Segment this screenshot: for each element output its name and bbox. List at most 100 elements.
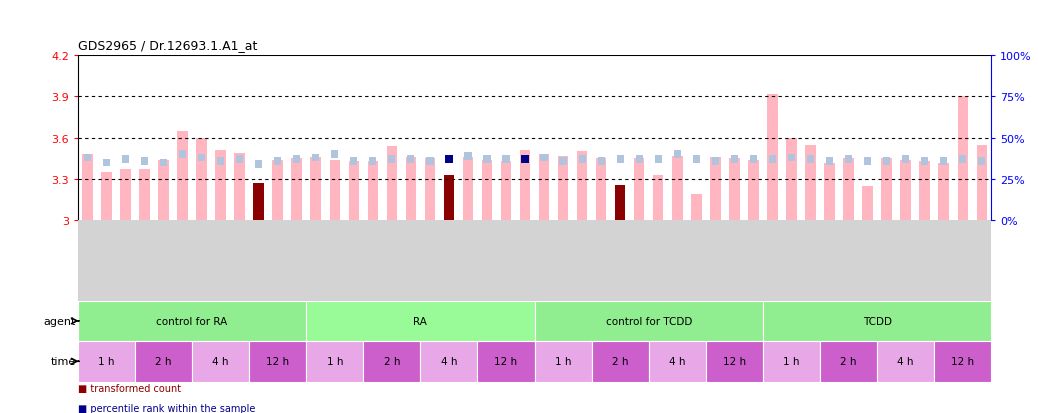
- Bar: [345, 221, 363, 301]
- Bar: [902, 156, 909, 164]
- Bar: [843, 159, 854, 221]
- Text: 12 h: 12 h: [722, 356, 746, 366]
- Bar: [592, 221, 610, 301]
- Bar: [900, 160, 911, 221]
- Bar: [121, 156, 129, 164]
- Bar: [672, 156, 683, 221]
- Bar: [767, 94, 777, 221]
- Bar: [539, 155, 549, 221]
- Text: 1 h: 1 h: [784, 356, 799, 366]
- Bar: [464, 153, 471, 160]
- Bar: [116, 221, 135, 301]
- Bar: [920, 162, 930, 221]
- Bar: [559, 158, 567, 165]
- Text: 2 h: 2 h: [841, 356, 856, 366]
- Bar: [312, 154, 320, 162]
- Text: ■ percentile rank within the sample: ■ percentile rank within the sample: [78, 403, 255, 413]
- Bar: [592, 341, 649, 382]
- Bar: [173, 221, 192, 301]
- Bar: [883, 158, 891, 165]
- Text: 12 h: 12 h: [266, 356, 290, 366]
- Bar: [921, 158, 928, 165]
- Bar: [749, 156, 757, 164]
- Bar: [349, 162, 359, 221]
- Bar: [420, 341, 477, 382]
- Bar: [877, 221, 896, 301]
- Bar: [731, 156, 738, 164]
- Bar: [541, 154, 548, 162]
- Bar: [406, 158, 416, 221]
- Bar: [674, 151, 681, 159]
- Bar: [306, 221, 325, 301]
- Bar: [329, 160, 340, 221]
- Bar: [230, 221, 249, 301]
- Bar: [154, 221, 173, 301]
- Text: 1 h: 1 h: [555, 356, 571, 366]
- Bar: [706, 341, 763, 382]
- Bar: [97, 221, 116, 301]
- Bar: [274, 158, 281, 165]
- Bar: [135, 221, 154, 301]
- Bar: [103, 159, 110, 167]
- Bar: [420, 221, 439, 301]
- Bar: [425, 159, 435, 221]
- Bar: [763, 221, 782, 301]
- Bar: [477, 341, 535, 382]
- Text: control for TCDD: control for TCDD: [605, 316, 692, 326]
- Bar: [388, 156, 395, 164]
- Text: ■ transformed count: ■ transformed count: [78, 383, 181, 393]
- Bar: [577, 152, 588, 221]
- Bar: [655, 156, 662, 164]
- Bar: [521, 156, 528, 164]
- Bar: [858, 221, 877, 301]
- Bar: [141, 158, 148, 165]
- Bar: [617, 156, 624, 164]
- Text: 1 h: 1 h: [99, 356, 114, 366]
- Bar: [496, 221, 516, 301]
- Bar: [331, 151, 338, 159]
- Bar: [350, 158, 357, 165]
- Text: 4 h: 4 h: [898, 356, 913, 366]
- Bar: [863, 187, 873, 221]
- Bar: [78, 301, 306, 341]
- Bar: [386, 147, 398, 221]
- Bar: [788, 154, 795, 162]
- Text: 12 h: 12 h: [951, 356, 975, 366]
- Bar: [211, 221, 230, 301]
- Bar: [249, 221, 268, 301]
- Bar: [769, 156, 776, 164]
- Bar: [881, 159, 892, 221]
- Bar: [845, 156, 852, 164]
- Bar: [748, 160, 759, 221]
- Bar: [824, 163, 835, 221]
- Text: 4 h: 4 h: [213, 356, 228, 366]
- Bar: [192, 341, 249, 382]
- Bar: [973, 221, 991, 301]
- Bar: [272, 160, 283, 221]
- Bar: [293, 156, 300, 164]
- Bar: [306, 301, 535, 341]
- Text: 12 h: 12 h: [494, 356, 518, 366]
- Bar: [255, 161, 263, 169]
- Bar: [978, 158, 985, 165]
- Bar: [179, 151, 186, 159]
- Bar: [463, 158, 473, 221]
- Bar: [445, 156, 453, 164]
- Bar: [82, 155, 92, 221]
- Bar: [653, 176, 663, 221]
- Bar: [370, 158, 377, 165]
- Text: 2 h: 2 h: [156, 356, 171, 366]
- Bar: [120, 170, 131, 221]
- Text: 1 h: 1 h: [327, 356, 343, 366]
- Bar: [139, 170, 149, 221]
- Bar: [934, 221, 953, 301]
- Bar: [367, 162, 378, 221]
- Bar: [443, 176, 455, 221]
- Bar: [502, 156, 510, 164]
- Bar: [940, 158, 948, 165]
- Bar: [763, 341, 820, 382]
- Text: 2 h: 2 h: [384, 356, 400, 366]
- Bar: [839, 221, 858, 301]
- Bar: [160, 159, 167, 167]
- Bar: [78, 221, 97, 301]
